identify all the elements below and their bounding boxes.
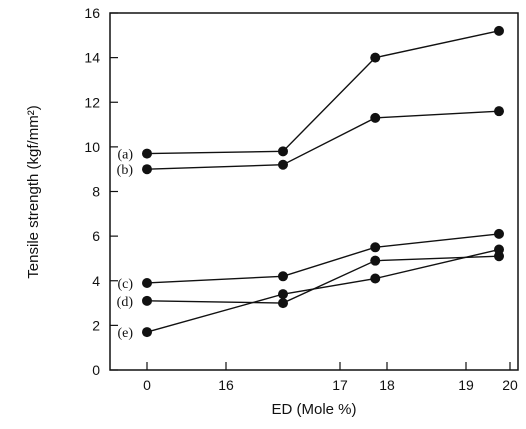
x-tick-label: 20: [502, 377, 518, 393]
series-line: [146, 233, 500, 284]
series-line: [146, 248, 500, 333]
y-tick-label: 4: [92, 273, 100, 289]
data-point: [278, 271, 288, 282]
data-point: [370, 273, 381, 284]
series-1: (b): [117, 106, 504, 178]
data-point: [370, 52, 381, 63]
y-tick-label: 14: [84, 50, 100, 66]
x-tick-label: 18: [379, 377, 395, 393]
series-4: (e): [117, 244, 504, 341]
x-axis: 0 16 17 18 19 20: [143, 362, 518, 393]
y-tick-label: 2: [92, 317, 100, 333]
data-point: [370, 112, 381, 123]
data-point: [278, 159, 288, 170]
x-tick-label: 17: [332, 377, 348, 393]
y-tick-label: 16: [84, 5, 100, 21]
y-tick-label: 8: [92, 184, 100, 200]
x-tick-label: 0: [143, 377, 151, 393]
data-point: [370, 255, 381, 266]
series-label: (e): [117, 326, 133, 341]
series-3: (d): [117, 251, 504, 310]
series-line: [146, 110, 500, 170]
x-axis-title: ED (Mole %): [271, 401, 356, 418]
y-tick-label: 0: [92, 362, 100, 378]
x-tick-label: 19: [458, 377, 474, 393]
data-point: [494, 244, 504, 255]
series-0: (a): [117, 25, 504, 163]
series-2: (c): [117, 228, 504, 292]
data-point: [142, 277, 152, 288]
x-tick-label: 16: [218, 377, 234, 393]
y-tick-label: 6: [92, 228, 100, 244]
series-line: [146, 255, 500, 304]
data-point: [494, 25, 504, 36]
data-point: [142, 327, 152, 338]
plot-frame: [109, 12, 519, 371]
y-axis: 0 2 4 6 8 10 12 14 16: [84, 5, 118, 378]
data-point: [370, 242, 381, 253]
data-point: [278, 146, 288, 157]
data-point: [494, 106, 504, 117]
data-point: [278, 289, 288, 300]
data-point: [142, 148, 152, 159]
series-line: [146, 30, 500, 155]
y-tick-label: 10: [84, 139, 100, 155]
data-point: [494, 228, 504, 239]
series-label: (a): [117, 148, 133, 163]
data-point: [278, 298, 288, 309]
series-label: (b): [117, 163, 134, 178]
series-layer: (a)(b) (c) (d) (e): [117, 25, 504, 341]
data-point: [142, 295, 152, 306]
y-tick-label: 12: [84, 94, 100, 110]
series-label: (d): [117, 295, 134, 310]
data-point: [142, 164, 152, 175]
y-axis-title: Tensile strength (kgf/mm²): [25, 105, 42, 278]
series-label: (c): [117, 277, 133, 292]
